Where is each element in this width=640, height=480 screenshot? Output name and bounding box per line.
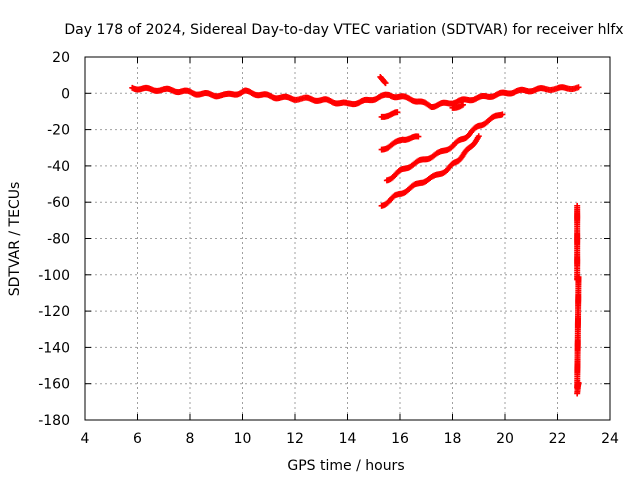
y-tick-label: 20 [52,50,70,66]
data-point [394,109,401,116]
x-axis-label: GPS time / hours [287,458,404,474]
series-isolated-points [574,202,582,397]
x-tick-label: 22 [549,431,567,447]
x-axis-ticks: 4 6 8 10 12 14 16 18 20 22 24 [81,57,619,447]
x-tick-label: 18 [444,431,462,447]
x-tick-label: 6 [133,431,142,447]
series-segment-a [378,133,482,209]
y-tick-label: -140 [38,340,70,356]
x-tick-label: 20 [496,431,514,447]
data-point [574,390,581,397]
x-tick-label: 14 [339,431,357,447]
y-tick-label: -40 [47,159,70,175]
series-main-track [129,84,582,111]
data-point [460,101,466,108]
y-tick-label: -160 [38,377,70,393]
data-point [575,84,582,91]
data-point [415,133,422,140]
x-tick-label: 4 [81,431,90,447]
series-segment-b [383,111,506,184]
series-segment-c [378,133,422,153]
y-axis-ticks: 20 0 -20 -40 -60 -80 -100 -120 -140 -160 -180 [38,50,610,429]
x-tick-label: 16 [391,431,409,447]
grid-lines [85,57,610,420]
y-tick-label: -180 [38,413,70,429]
chart-title: Day 178 of 2024, Sidereal Day-to-day VTE… [64,22,623,38]
data-point [381,79,388,86]
y-tick-label: -80 [47,232,70,248]
x-tick-label: 12 [286,431,304,447]
series-segment-f [449,101,466,111]
data-point [382,80,389,87]
y-tick-label: -120 [38,304,70,320]
y-tick-label: -100 [38,268,70,284]
data-point [499,111,506,118]
x-tick-label: 10 [234,431,252,447]
data-point [475,133,482,140]
y-axis-label: SDTVAR / TECUs [7,182,23,297]
data-points [129,73,582,397]
series-segment-e [377,73,389,87]
y-tick-label: 0 [61,86,70,102]
x-tick-label: 8 [186,431,195,447]
series-segment-d [378,109,401,120]
y-tick-label: -20 [47,123,70,139]
x-tick-label: 24 [601,431,619,447]
y-tick-label: -60 [47,195,70,211]
